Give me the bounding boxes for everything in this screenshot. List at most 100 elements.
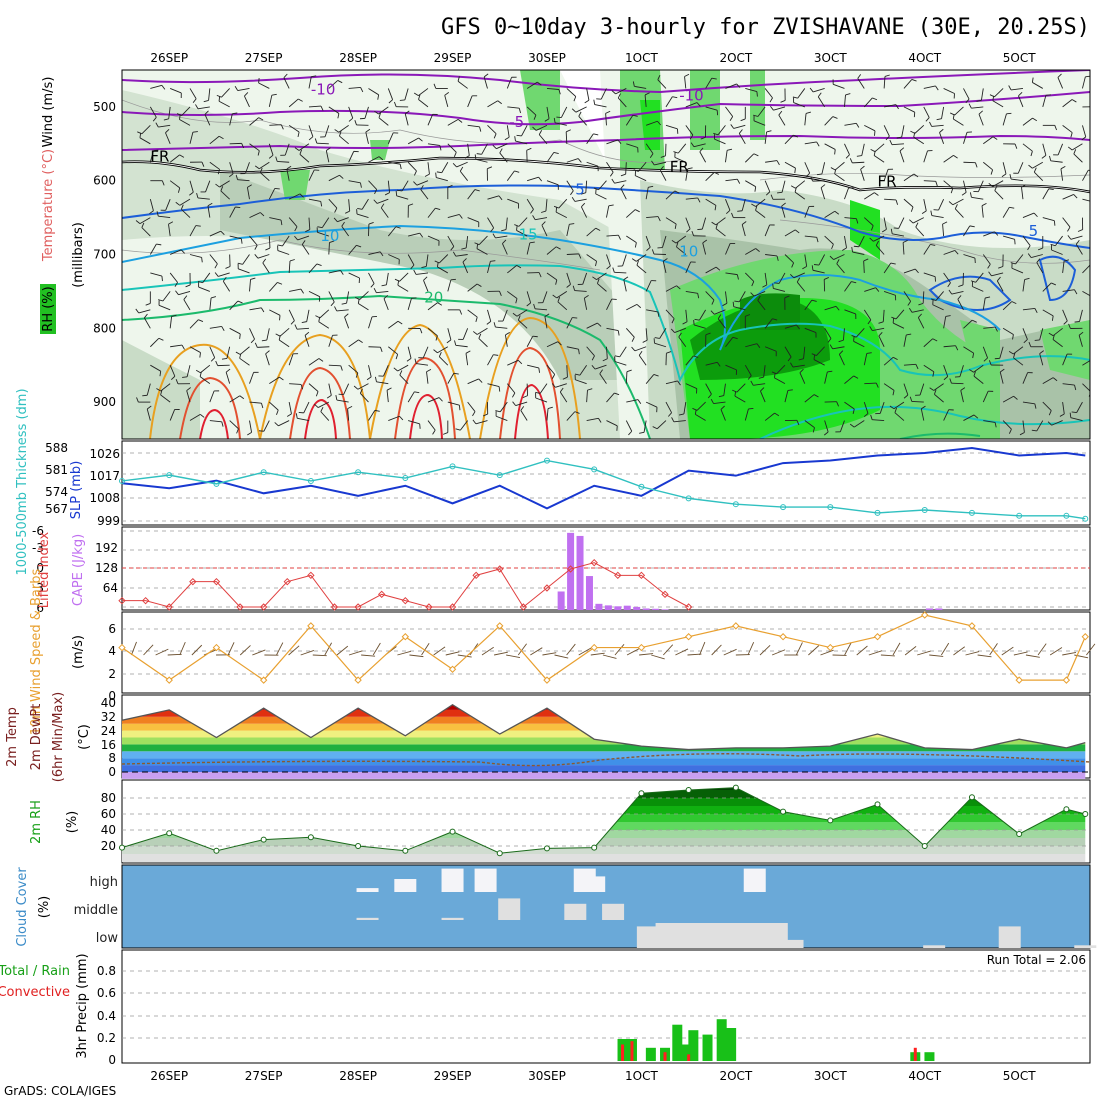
wind10m-marker bbox=[1081, 633, 1089, 641]
wind-barb bbox=[487, 261, 491, 274]
wind-barb-flag bbox=[682, 321, 688, 325]
wind-barb-flag bbox=[653, 374, 659, 377]
wind10m-barb bbox=[880, 654, 895, 657]
wind-barb-flag bbox=[275, 156, 278, 162]
wind-barb bbox=[943, 409, 950, 421]
wind-barb bbox=[684, 76, 687, 89]
lifted-tick: -3 bbox=[32, 541, 44, 555]
wind-barb-flag bbox=[446, 339, 452, 344]
wind-barb-flag bbox=[210, 296, 217, 299]
lifted-index-marker bbox=[118, 596, 126, 605]
wind-barb bbox=[1002, 113, 1007, 126]
wind-barb-flag bbox=[830, 167, 836, 171]
wind-barb bbox=[380, 207, 389, 218]
wind-barb-flag bbox=[869, 326, 873, 331]
wind-barb-flag bbox=[1054, 125, 1058, 131]
wind10m-marker bbox=[448, 665, 457, 673]
wind-barb-flag bbox=[799, 368, 804, 374]
wind-barb-flag bbox=[794, 229, 800, 234]
wind-barb bbox=[765, 160, 778, 163]
wind-barb bbox=[745, 88, 758, 92]
wind-barb bbox=[258, 82, 270, 89]
wind-barb bbox=[833, 254, 845, 260]
wind-barb-flag bbox=[294, 147, 300, 151]
wind-barb-flag bbox=[593, 133, 599, 136]
wind-barb-flag bbox=[374, 376, 377, 382]
wind-barb bbox=[284, 143, 290, 156]
wind-barb-flag bbox=[902, 239, 908, 243]
wind-barb-flag bbox=[994, 422, 997, 428]
wind-barb bbox=[943, 345, 956, 348]
wind-barb-flag bbox=[155, 122, 159, 128]
wind-barb-flag bbox=[714, 171, 719, 175]
wind-barb-flag bbox=[239, 333, 241, 339]
wind-barb bbox=[401, 180, 409, 192]
wind-barb-flag bbox=[639, 431, 645, 434]
wind10m-barb bbox=[276, 642, 284, 656]
wind10m-marker bbox=[873, 633, 882, 641]
lifted-index-marker bbox=[236, 603, 244, 611]
wind-barb bbox=[566, 346, 579, 350]
wind-barb-flag bbox=[499, 148, 503, 154]
wind-barb-flag bbox=[774, 412, 780, 417]
wind-barb bbox=[200, 364, 211, 374]
wind-barb-flag bbox=[832, 116, 838, 119]
wind-barb-flag bbox=[512, 401, 517, 406]
wind-barb bbox=[753, 383, 766, 386]
thickness-marker bbox=[355, 469, 362, 476]
wind-barb bbox=[343, 383, 350, 395]
wind-barb-flag bbox=[1009, 206, 1015, 209]
wind-barb-flag bbox=[1034, 308, 1038, 314]
wind-barb bbox=[793, 102, 805, 108]
wind-barb-flag bbox=[674, 223, 677, 229]
wind-barb bbox=[917, 317, 925, 329]
wind-barb bbox=[202, 272, 211, 283]
wind-barb bbox=[249, 307, 262, 311]
wind-barb bbox=[1036, 420, 1044, 432]
wind-barb bbox=[447, 143, 457, 153]
wind-barb-flag bbox=[711, 77, 717, 80]
wind-barb bbox=[883, 356, 894, 366]
wind-barb-flag bbox=[730, 124, 735, 129]
wind-barb bbox=[912, 217, 924, 224]
wind-barb bbox=[169, 180, 181, 189]
wind-barb-flag bbox=[985, 296, 991, 299]
wind-barb bbox=[606, 298, 613, 311]
wind-barb-flag bbox=[514, 170, 520, 173]
wind-barb-flag bbox=[1048, 410, 1052, 416]
wind-barb bbox=[495, 326, 508, 329]
slp-tick: 999 bbox=[97, 514, 120, 528]
wind10m-unit-label: (m/s) bbox=[71, 635, 86, 669]
wind-barb bbox=[476, 248, 488, 255]
wind10m-barb bbox=[494, 651, 508, 656]
cloud-low-block bbox=[1074, 945, 1097, 948]
wind-barb bbox=[626, 399, 639, 403]
wind-barb bbox=[149, 199, 154, 211]
wind-barb-flag bbox=[455, 428, 461, 431]
wind-barb bbox=[467, 309, 478, 318]
cloud-middle-block bbox=[564, 903, 587, 920]
wind-barb bbox=[833, 83, 845, 89]
precip-conv-bar bbox=[913, 1047, 917, 1061]
wind-barb-flag bbox=[867, 319, 872, 325]
wind-barb-flag bbox=[996, 276, 1001, 282]
wind-barb bbox=[546, 341, 559, 348]
wind-barb bbox=[199, 376, 211, 385]
wind-barb-flag bbox=[442, 432, 448, 435]
wind-barb bbox=[397, 284, 409, 292]
temperature-contours bbox=[122, 70, 1090, 439]
lifted-tick: 0 bbox=[36, 561, 44, 575]
wind-barb bbox=[1022, 235, 1031, 246]
wind-barb-flag bbox=[849, 158, 853, 164]
wind-barb-flag bbox=[988, 182, 993, 187]
wind-barb-flag bbox=[552, 294, 558, 299]
wind10m-barb bbox=[397, 650, 412, 656]
wind-barb bbox=[566, 253, 579, 255]
wind-barb-flag bbox=[340, 365, 343, 371]
wind-barb bbox=[1002, 327, 1014, 335]
wind-barb bbox=[683, 402, 687, 415]
wind-barb-flag bbox=[1024, 277, 1030, 280]
wind-barb-flag bbox=[910, 130, 916, 134]
wind-barb bbox=[705, 266, 717, 274]
wind-barb-flag bbox=[533, 114, 537, 120]
